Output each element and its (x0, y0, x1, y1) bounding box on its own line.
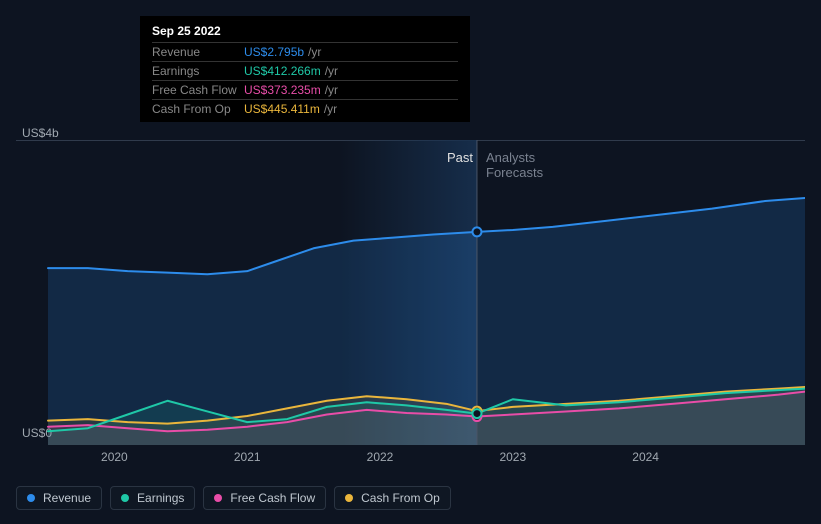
tooltip-row-suffix: /yr (325, 83, 338, 97)
x-axis: 2020 2021 2022 2023 2024 (16, 450, 805, 470)
legend-label: Revenue (43, 491, 91, 505)
tooltip-title: Sep 25 2022 (152, 24, 458, 42)
legend-item-earnings[interactable]: Earnings (110, 486, 195, 510)
x-tick: 2021 (234, 450, 261, 464)
tooltip-row-value: US$373.235m (244, 83, 321, 97)
legend-label: Free Cash Flow (230, 491, 315, 505)
tooltip-row-suffix: /yr (325, 64, 338, 78)
tooltip-row-label: Earnings (152, 64, 244, 78)
tooltip-row-label: Cash From Op (152, 102, 244, 116)
tooltip-row-suffix: /yr (324, 102, 337, 116)
x-tick: 2020 (101, 450, 128, 464)
tooltip-row: RevenueUS$2.795b/yr (152, 42, 458, 61)
y-axis-label-top: US$4b (22, 126, 59, 140)
past-label: Past (447, 150, 473, 165)
tooltip-row-value: US$412.266m (244, 64, 321, 78)
financial-chart[interactable] (16, 140, 805, 445)
tooltip-row-value: US$2.795b (244, 45, 304, 59)
chart-legend: Revenue Earnings Free Cash Flow Cash From O… (16, 486, 451, 510)
x-tick: 2023 (499, 450, 526, 464)
legend-item-fcf[interactable]: Free Cash Flow (203, 486, 326, 510)
tooltip-row-value: US$445.411m (244, 102, 320, 116)
legend-dot-icon (27, 494, 35, 502)
tooltip-row-label: Revenue (152, 45, 244, 59)
x-tick: 2022 (367, 450, 394, 464)
chart-container: Sep 25 2022 RevenueUS$2.795b/yrEarningsU… (0, 0, 821, 524)
tooltip-row-label: Free Cash Flow (152, 83, 244, 97)
legend-item-cfo[interactable]: Cash From Op (334, 486, 451, 510)
legend-dot-icon (214, 494, 222, 502)
forecast-label: Analysts Forecasts (486, 150, 543, 180)
legend-dot-icon (121, 494, 129, 502)
legend-label: Cash From Op (361, 491, 440, 505)
legend-item-revenue[interactable]: Revenue (16, 486, 102, 510)
x-tick: 2024 (632, 450, 659, 464)
tooltip-row: EarningsUS$412.266m/yr (152, 61, 458, 80)
chart-tooltip: Sep 25 2022 RevenueUS$2.795b/yrEarningsU… (140, 16, 470, 122)
legend-dot-icon (345, 494, 353, 502)
tooltip-row: Cash From OpUS$445.411m/yr (152, 99, 458, 118)
tooltip-row-suffix: /yr (308, 45, 321, 59)
legend-label: Earnings (137, 491, 184, 505)
tooltip-row: Free Cash FlowUS$373.235m/yr (152, 80, 458, 99)
